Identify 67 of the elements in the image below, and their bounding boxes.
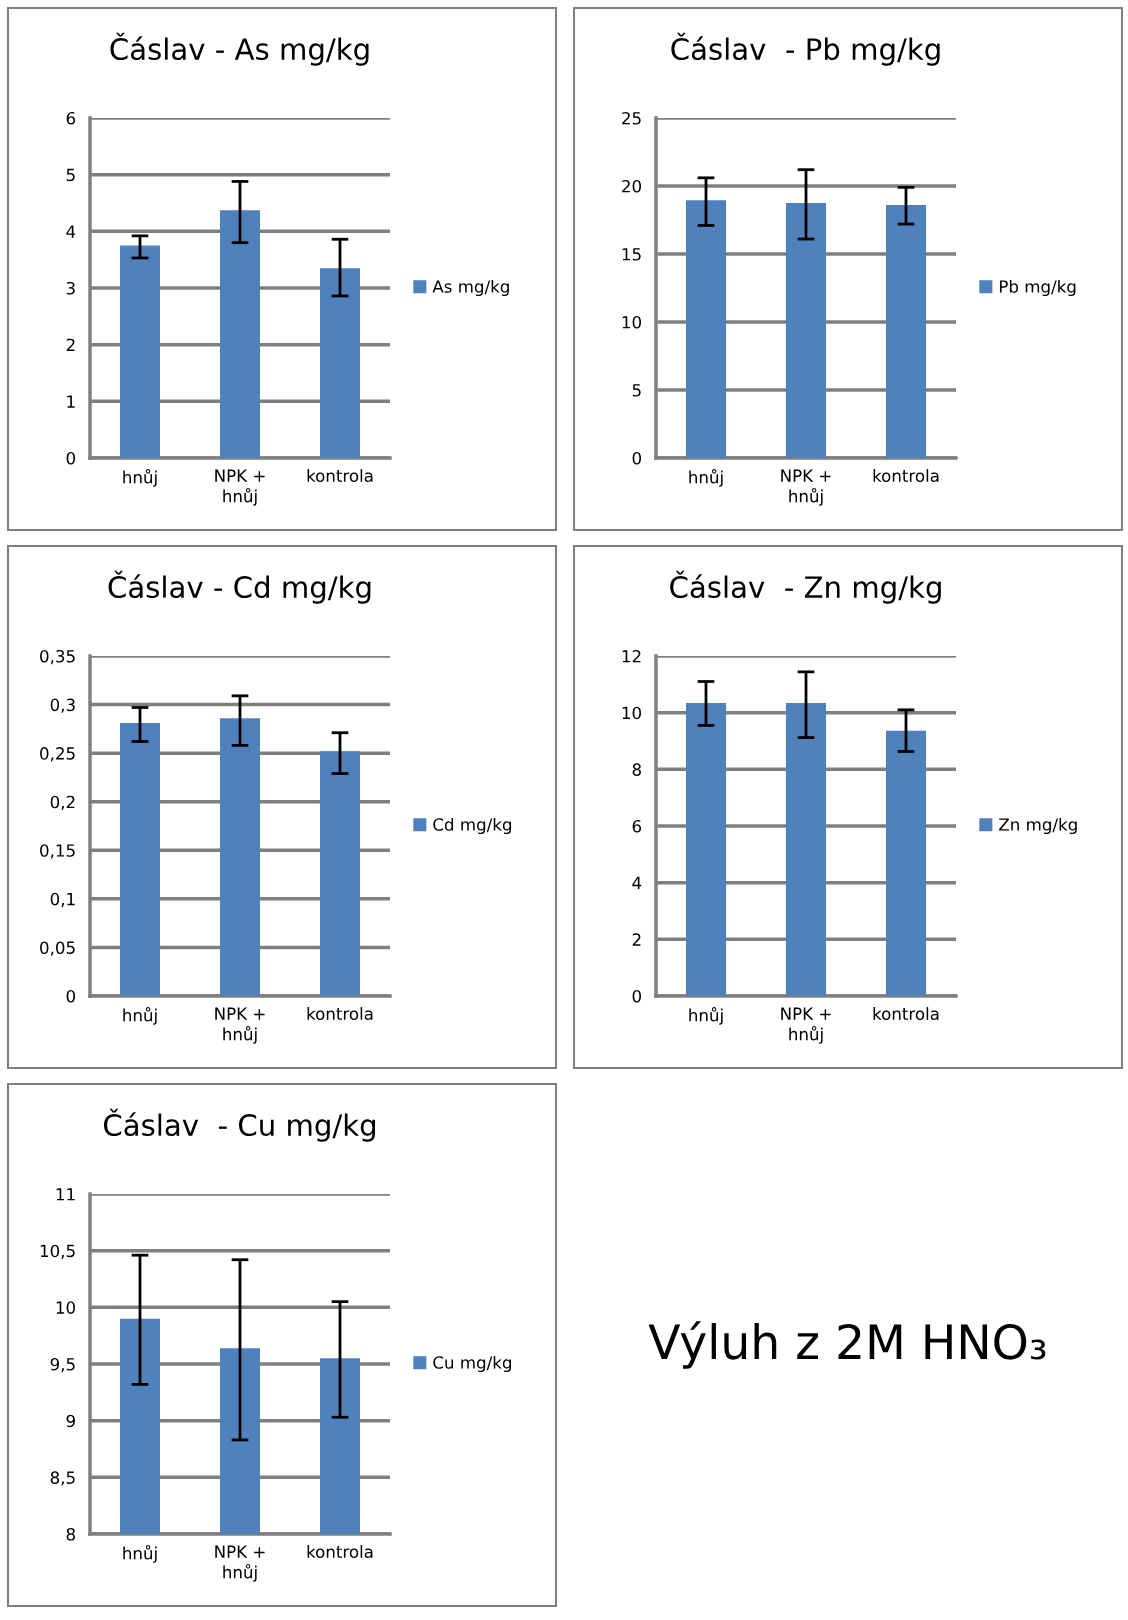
bar xyxy=(120,245,160,458)
y-tick-label: 0 xyxy=(632,451,641,465)
y-tick-label: 8,5 xyxy=(50,1471,75,1486)
x-tick-label: hnůj xyxy=(123,469,157,487)
y-tick-label: 20 xyxy=(622,179,641,193)
y-tick-label: 0 xyxy=(66,989,75,1003)
text: Výluh z 2M HNO₃ xyxy=(648,1321,1046,1369)
bar xyxy=(320,751,360,996)
x-tick-label: NPK + hnůj xyxy=(215,1007,265,1044)
y-tick-label: 0,1 xyxy=(50,892,75,908)
y-tick-label: 0,2 xyxy=(50,795,75,810)
y-tick-label: 3 xyxy=(66,281,75,295)
y-tick-label: 0 xyxy=(632,989,641,1003)
bar xyxy=(120,723,160,996)
chart-title: Čáslav - Cu mg/kg xyxy=(103,1108,375,1142)
y-tick-label: 9,5 xyxy=(50,1357,75,1373)
chart-title: Čáslav - Cd mg/kg xyxy=(108,570,371,604)
x-tick-label: hnůj xyxy=(689,1007,723,1025)
chart-title: Čáslav - Zn mg/kg xyxy=(670,570,941,604)
y-tick-label: 9 xyxy=(66,1414,75,1428)
legend-label: Cu mg/kg xyxy=(433,1355,511,1373)
x-tick-label: kontrola xyxy=(307,469,373,483)
y-tick-label: 6 xyxy=(632,819,642,833)
bar xyxy=(220,718,260,996)
chart-title: Čáslav - Pb mg/kg xyxy=(671,32,940,66)
y-tick-label: 0 xyxy=(66,451,75,465)
y-tick-label: 15 xyxy=(622,248,641,261)
y-tick-label: 0,35 xyxy=(40,649,75,665)
x-tick-label: NPK + hnůj xyxy=(215,1545,265,1582)
legend-label: Pb mg/kg xyxy=(999,279,1076,297)
x-tick-label: kontrola xyxy=(307,1545,373,1559)
y-tick-label: 1 xyxy=(67,395,75,408)
y-tick-label: 2 xyxy=(66,338,75,351)
y-tick-label: 10,5 xyxy=(40,1244,75,1259)
legend-label: As mg/kg xyxy=(432,279,509,297)
x-tick-label: NPK + hnůj xyxy=(781,1007,831,1044)
legend-label: Cd mg/kg xyxy=(433,817,511,835)
y-tick-label: 0,25 xyxy=(40,747,75,762)
y-tick-label: 8 xyxy=(632,763,641,776)
y-tick-label: 11 xyxy=(56,1188,75,1201)
y-tick-label: 5 xyxy=(66,168,75,182)
y-tick-label: 10 xyxy=(622,315,641,329)
y-tick-label: 4 xyxy=(66,225,76,238)
x-tick-label: kontrola xyxy=(307,1007,373,1021)
x-tick-label: hnůj xyxy=(689,469,723,487)
y-tick-label: 12 xyxy=(622,649,641,663)
x-tick-label: kontrola xyxy=(873,469,939,483)
y-tick-label: 0,3 xyxy=(50,698,75,713)
y-tick-label: 5 xyxy=(632,384,641,397)
y-tick-label: 10 xyxy=(622,706,641,720)
y-tick-label: 8 xyxy=(66,1527,75,1541)
y-tick-label: 2 xyxy=(632,933,641,946)
x-tick-label: hnůj xyxy=(123,1545,157,1563)
y-tick-label: 0,15 xyxy=(40,844,75,859)
y-tick-label: 0,05 xyxy=(40,941,75,956)
chart-title: Čáslav - As mg/kg xyxy=(110,32,369,66)
y-tick-label: 6 xyxy=(66,111,76,125)
x-tick-label: NPK + hnůj xyxy=(781,469,831,506)
y-tick-label: 25 xyxy=(622,111,641,125)
x-tick-label: NPK + hnůj xyxy=(215,469,265,506)
x-tick-label: hnůj xyxy=(123,1007,157,1025)
y-tick-label: 10 xyxy=(56,1301,75,1314)
bar xyxy=(320,268,360,458)
y-tick-label: 4 xyxy=(632,876,642,889)
x-tick-label: kontrola xyxy=(873,1007,939,1021)
legend-label: Zn mg/kg xyxy=(999,817,1077,835)
bar xyxy=(220,210,260,458)
